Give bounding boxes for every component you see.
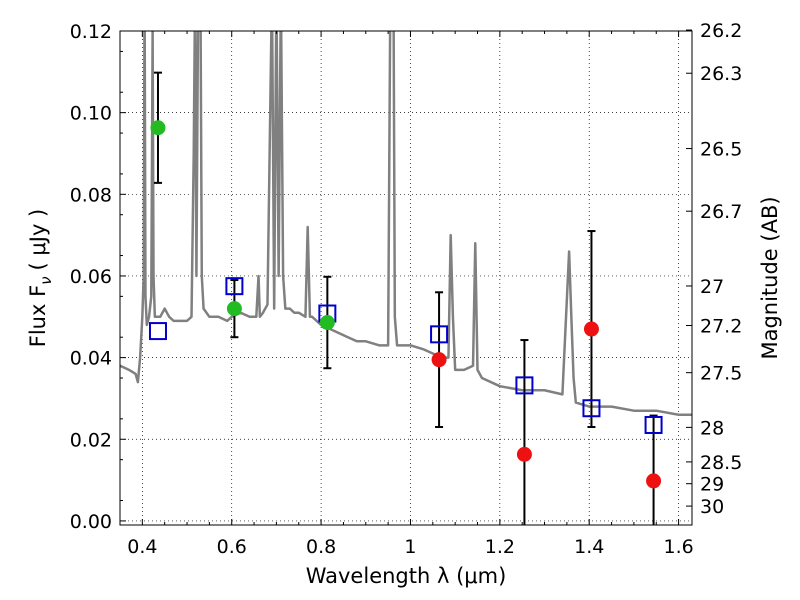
- x-tick-label: 1.2: [485, 536, 515, 558]
- mag-tick-label: 28.5: [700, 452, 742, 474]
- model-square: [430, 325, 449, 344]
- mag-tick-label: 30: [700, 496, 724, 518]
- x-tick-label: 0.4: [127, 536, 157, 558]
- mag-tick-label: 28: [700, 417, 724, 439]
- y-tick-label: 0.08: [70, 184, 112, 206]
- y-tick-label: 0.02: [70, 429, 112, 451]
- plot-area: [120, 31, 692, 525]
- model-square: [225, 277, 244, 296]
- data-point-green: [150, 120, 166, 136]
- y-axis-label: Flux Fν ( μJy ): [26, 209, 55, 348]
- x-axis-label: Wavelength λ (μm): [306, 564, 507, 588]
- data-point-red: [646, 473, 662, 489]
- data-point-red: [583, 321, 599, 337]
- y-tick-label: 0.00: [70, 511, 112, 533]
- plot-frame: [119, 30, 693, 526]
- model-square: [644, 415, 663, 434]
- y-axis-label-sub: ν: [37, 276, 55, 284]
- x-tick-label: 1: [404, 536, 416, 558]
- mag-tick-label: 26.5: [700, 139, 742, 161]
- spectrum-line: [120, 31, 692, 417]
- mag-tick-label: 26.7: [700, 201, 742, 223]
- y-tick-label: 0.06: [70, 266, 112, 288]
- mag-tick-label: 29: [700, 474, 724, 496]
- data-point-green: [226, 301, 242, 317]
- y-tick-label: 0.04: [70, 348, 112, 370]
- x-tick-label: 1.6: [663, 536, 693, 558]
- y-tick-label: 0.10: [70, 103, 112, 125]
- mag-tick-label: 26.3: [700, 63, 742, 85]
- model-square: [148, 322, 167, 341]
- x-tick-label: 1.4: [574, 536, 604, 558]
- y2-axis-label: Magnitude (AB): [758, 196, 782, 359]
- grid-lines: [120, 30, 692, 525]
- mag-tick-label: 27.2: [700, 315, 742, 337]
- axis-ticks: 0.4 0.6 0.8 1 1.2 1.4 1.6 0.00 0.02 0.04 0.06 0.08 0…: [70, 20, 743, 558]
- x-tick-label: 0.8: [306, 536, 336, 558]
- y-axis-label-main: Flux F: [26, 285, 50, 347]
- mag-tick-label: 26.2: [700, 20, 742, 42]
- data-point-red: [516, 446, 532, 462]
- mag-tick-label: 27: [700, 276, 724, 298]
- model-square: [582, 399, 601, 418]
- y-tick-label: 0.12: [70, 21, 112, 43]
- data-point-red: [431, 352, 447, 368]
- x-tick-label: 0.6: [217, 536, 247, 558]
- mag-tick-label: 27.5: [700, 363, 742, 385]
- model-square: [515, 376, 534, 395]
- y-axis-label-unit: ( μJy ): [26, 209, 50, 271]
- data-point-green: [319, 315, 335, 331]
